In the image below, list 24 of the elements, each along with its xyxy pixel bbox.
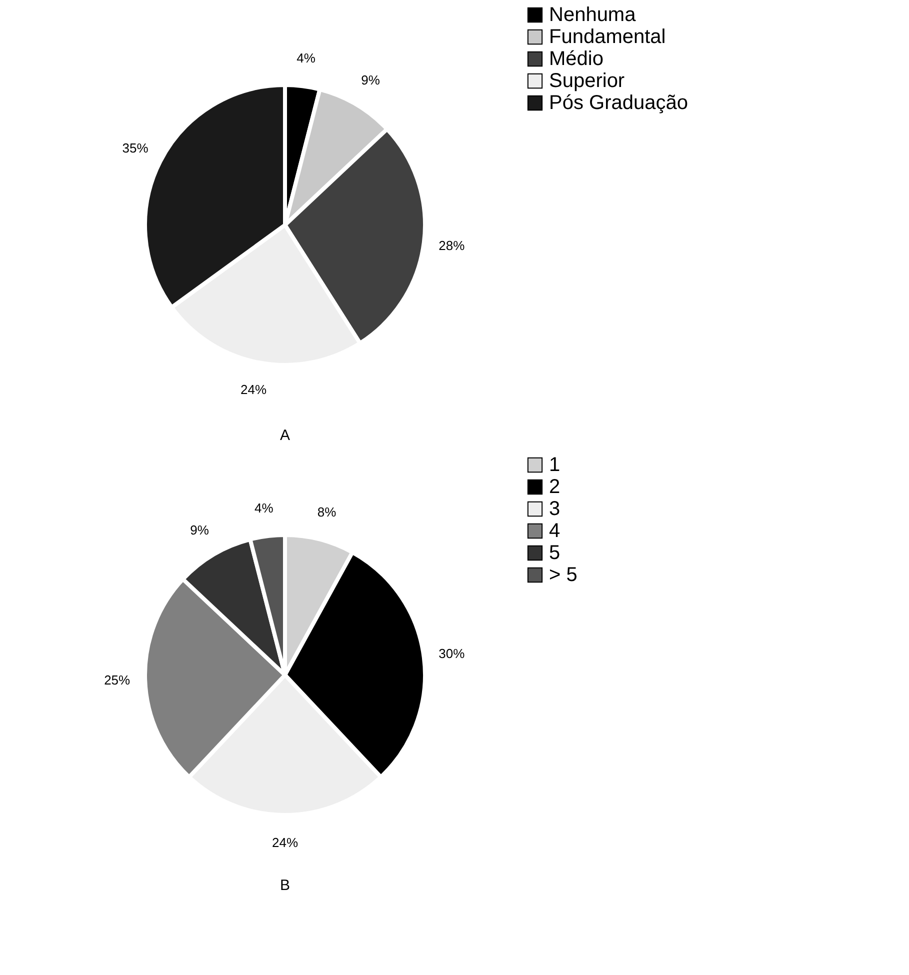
data-label: 8% (317, 504, 337, 520)
data-label: 35% (122, 140, 149, 156)
data-label: 4% (254, 500, 274, 516)
data-label: 28% (438, 238, 466, 254)
legend-label: Superior (549, 70, 625, 92)
data-label: 9% (361, 72, 380, 88)
data-label: 9% (190, 522, 210, 538)
legend-label: 2 (549, 476, 560, 498)
legend-label: 3 (549, 498, 560, 520)
text: B (280, 877, 290, 894)
legend-label: Pós Graduação (549, 92, 688, 114)
legend-label: 5 (549, 542, 560, 564)
data-label: 24% (272, 835, 298, 850)
data-label: 4% (296, 50, 316, 66)
legend-label: > 5 (549, 564, 578, 586)
legend-label: Médio (549, 48, 604, 70)
data-label: 25% (104, 672, 131, 688)
legend-label: Fundamental (549, 26, 666, 48)
legend-label: 1 (549, 454, 560, 476)
legend-label: Nenhuma (549, 4, 637, 26)
legend-label: 4 (549, 520, 560, 542)
data-label: 24% (240, 382, 267, 398)
text: A (280, 427, 290, 444)
data-label: 30% (438, 646, 466, 661)
